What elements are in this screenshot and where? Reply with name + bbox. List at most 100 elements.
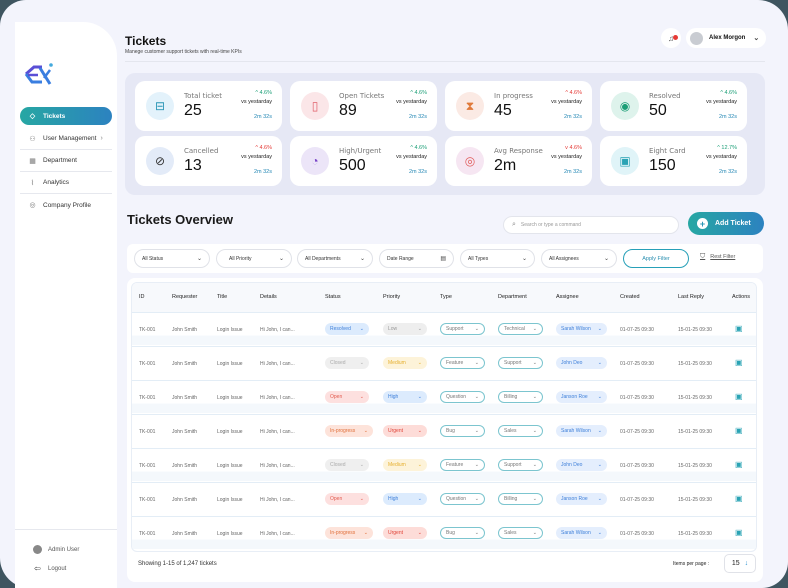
archive-icon[interactable]: ▣ <box>735 494 743 503</box>
department-dropdown[interactable]: Sales ⌄ <box>498 425 543 437</box>
kpi-card[interactable]: ⊟ Total ticket 25 ^ 4.6% vs yestarday 2m… <box>135 81 282 131</box>
type-dropdown[interactable]: Bug ⌄ <box>440 527 485 539</box>
department-dropdown[interactable]: Support ⌄ <box>498 459 543 471</box>
assignee-dropdown[interactable]: Sarah Wilson ⌄ <box>556 323 607 335</box>
types-filter[interactable]: All Types ⌄ <box>460 249 535 268</box>
assignee-dropdown[interactable]: Sarah Wilson ⌄ <box>556 527 607 539</box>
column-header[interactable]: Last Reply <box>678 294 704 300</box>
logout-button[interactable]: ⇦ Logout <box>15 559 117 578</box>
kpi-time: 2m 32s <box>563 169 582 175</box>
table-row[interactable]: TK-001 John Smith Login Issue Hi John, I… <box>132 516 756 549</box>
column-header[interactable]: Created <box>620 294 640 300</box>
priority-dropdown[interactable]: Urgent ⌄ <box>383 425 427 437</box>
type-dropdown[interactable]: Feature ⌄ <box>440 357 485 369</box>
sidebar-item-tickets[interactable]: ◇ Tickets <box>20 107 112 125</box>
chart-icon: ⌇ <box>30 179 35 187</box>
kpi-card[interactable]: ◎ Avg Response 2m v 4.6% vs yestarday 2m… <box>445 136 592 186</box>
status-dropdown[interactable]: Open ⌄ <box>325 391 369 403</box>
type-dropdown[interactable]: Question ⌄ <box>440 391 485 403</box>
assignee-dropdown[interactable]: John Deo ⌄ <box>556 459 607 471</box>
last-reply-date: 15-01-25 09:30 <box>678 531 712 537</box>
sidebar-item-company-profile[interactable]: ◎ Company Profile <box>20 194 112 216</box>
column-header[interactable]: Assignee <box>556 294 579 300</box>
department-dropdown[interactable]: Sales ⌄ <box>498 527 543 539</box>
items-per-page-select[interactable]: 15 ↓ <box>724 554 756 573</box>
table-row[interactable]: TK-001 John Smith Login Issue Hi John, I… <box>132 414 756 447</box>
table-row[interactable]: TK-001 John Smith Login Issue Hi John, I… <box>132 312 756 345</box>
archive-icon[interactable]: ▣ <box>735 358 743 367</box>
table-row[interactable]: TK-001 John Smith Login Issue Hi John, I… <box>132 482 756 515</box>
type-dropdown[interactable]: Feature ⌄ <box>440 459 485 471</box>
department-dropdown[interactable]: Technical ⌄ <box>498 323 543 335</box>
type-dropdown[interactable]: Support ⌄ <box>440 323 485 335</box>
priority-dropdown[interactable]: Medium ⌄ <box>383 357 427 369</box>
sidebar-item-department[interactable]: ▦ Department <box>20 150 112 172</box>
status-dropdown[interactable]: Resolved ⌄ <box>325 323 369 335</box>
priority-filter[interactable]: All Priority ⌄ <box>216 249 292 268</box>
department-filter[interactable]: All Departments ⌄ <box>297 249 373 268</box>
ticket-id: TK-001 <box>139 327 156 333</box>
kpi-card[interactable]: ⧗ In progress 45 ^ 4.6% vs yestarday 2m … <box>445 81 592 131</box>
assignees-filter[interactable]: All Assignees ⌄ <box>541 249 617 268</box>
archive-icon[interactable]: ▣ <box>735 426 743 435</box>
status-dropdown[interactable]: Open ⌄ <box>325 493 369 505</box>
department-dropdown[interactable]: Billing ⌄ <box>498 493 543 505</box>
assignee-dropdown[interactable]: John Deo ⌄ <box>556 357 607 369</box>
column-header[interactable]: Type <box>440 294 452 300</box>
kpi-comparison: vs yestarday <box>551 154 582 160</box>
kpi-label: Resolved <box>649 92 681 100</box>
chevron-right-icon: › <box>100 135 103 142</box>
sidebar-item-user-management[interactable]: ⚇ User Management › <box>20 128 112 150</box>
user-menu[interactable]: Alex Morgon ⌄ <box>686 28 766 48</box>
assignee-dropdown[interactable]: Janson Roe ⌄ <box>556 493 607 505</box>
column-header[interactable]: Title <box>217 294 228 300</box>
kpi-card[interactable]: ◉ Resolved 50 ^ 4.6% vs yestarday 2m 32s <box>600 81 747 131</box>
department-dropdown[interactable]: Billing ⌄ <box>498 391 543 403</box>
created-date: 01-07-25 09:30 <box>620 463 654 469</box>
column-header[interactable]: ID <box>139 294 145 300</box>
assignee-dropdown[interactable]: Sarah Wilson ⌄ <box>556 425 607 437</box>
kpi-card[interactable]: ▣ Eight Card 150 ^ 12.7% vs yestarday 2m… <box>600 136 747 186</box>
column-header[interactable]: Department <box>498 294 527 300</box>
table-row[interactable]: TK-001 John Smith Login Issue Hi John, I… <box>132 346 756 379</box>
sidebar-item-analytics[interactable]: ⌇ Analytics <box>20 172 112 194</box>
status-filter[interactable]: All Status ⌄ <box>134 249 210 268</box>
priority-dropdown[interactable]: Urgent ⌄ <box>383 527 427 539</box>
priority-dropdown[interactable]: High ⌄ <box>383 493 427 505</box>
archive-icon[interactable]: ▣ <box>735 460 743 469</box>
archive-icon[interactable]: ▣ <box>735 392 743 401</box>
kpi-card[interactable]: ◔ High/Urgent 500 ^ 4.6% vs yestarday 2m… <box>290 136 437 186</box>
kpi-card[interactable]: ⊘ Cancelled 13 ^ 4.6% vs yestarday 2m 32… <box>135 136 282 186</box>
search-input[interactable]: ⌕ Search or type a command <box>503 216 679 234</box>
type-dropdown[interactable]: Question ⌄ <box>440 493 485 505</box>
chevron-down-icon: ⌄ <box>417 428 422 434</box>
reset-filter-button[interactable]: ⛉ Rest Filter <box>700 253 735 261</box>
column-header[interactable]: Actions <box>732 294 751 300</box>
department-dropdown[interactable]: Support ⌄ <box>498 357 543 369</box>
column-header[interactable]: Priority <box>383 294 401 300</box>
column-header[interactable]: Details <box>260 294 277 300</box>
priority-dropdown[interactable]: Medium ⌄ <box>383 459 427 471</box>
apply-filter-button[interactable]: Apply Filter <box>623 249 689 268</box>
pagination-summary: Showing 1-15 of 1,247 tickets <box>138 561 217 567</box>
notification-button[interactable]: ♫ <box>661 28 681 48</box>
table-row[interactable]: TK-001 John Smith Login Issue Hi John, I… <box>132 380 756 413</box>
status-dropdown[interactable]: In-progress ⌄ <box>325 425 373 437</box>
ticket-icon: ⊟ <box>146 92 174 120</box>
date-range-filter[interactable]: Date Range ▤ <box>379 249 454 268</box>
column-header[interactable]: Requester <box>172 294 198 300</box>
add-ticket-button[interactable]: + Add Ticket <box>688 212 764 235</box>
admin-user[interactable]: Admin User <box>15 540 117 559</box>
status-dropdown[interactable]: Closed ⌄ <box>325 459 369 471</box>
priority-dropdown[interactable]: Low ⌄ <box>383 323 427 335</box>
table-row[interactable]: TK-001 John Smith Login Issue Hi John, I… <box>132 448 756 481</box>
archive-icon[interactable]: ▣ <box>735 324 743 333</box>
type-dropdown[interactable]: Bug ⌄ <box>440 425 485 437</box>
status-dropdown[interactable]: Closed ⌄ <box>325 357 369 369</box>
kpi-card[interactable]: ▯ Open Tickets 89 ^ 4.6% vs yestarday 2m… <box>290 81 437 131</box>
assignee-dropdown[interactable]: Janson Roe ⌄ <box>556 391 607 403</box>
archive-icon[interactable]: ▣ <box>735 528 743 537</box>
status-dropdown[interactable]: In-progress ⌄ <box>325 527 373 539</box>
priority-dropdown[interactable]: High ⌄ <box>383 391 427 403</box>
column-header[interactable]: Status <box>325 294 341 300</box>
